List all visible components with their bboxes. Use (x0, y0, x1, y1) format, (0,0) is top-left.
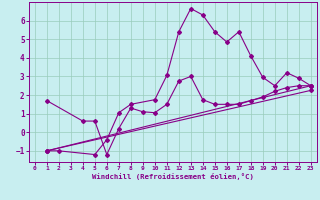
X-axis label: Windchill (Refroidissement éolien,°C): Windchill (Refroidissement éolien,°C) (92, 173, 254, 180)
